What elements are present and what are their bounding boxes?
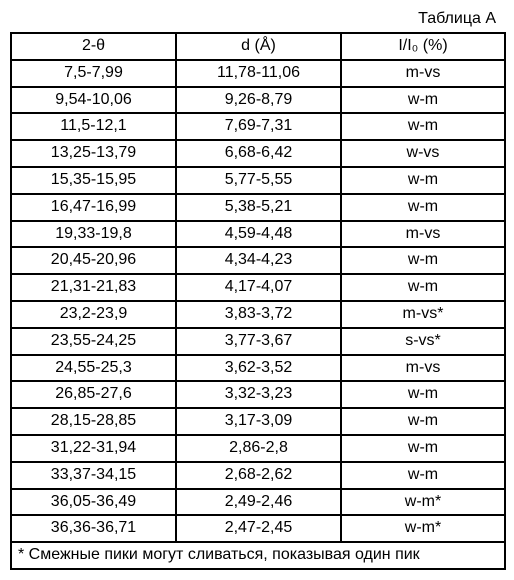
table-cell: 19,33-19,8	[11, 221, 176, 248]
table-cell: 2,47-2,45	[176, 515, 341, 542]
table-cell: w-m	[341, 408, 505, 435]
table-row: 36,36-36,712,47-2,45w-m*	[11, 515, 505, 542]
table-cell: 23,55-24,25	[11, 328, 176, 355]
table-cell: w-m	[341, 381, 505, 408]
table-row: 23,55-24,253,77-3,67s-vs*	[11, 328, 505, 355]
table-cell: 4,34-4,23	[176, 247, 341, 274]
header-intensity: I/I₀ (%)	[341, 33, 505, 60]
table-cell: 16,47-16,99	[11, 194, 176, 221]
table-row: 28,15-28,853,17-3,09w-m	[11, 408, 505, 435]
table-row: 36,05-36,492,49-2,46w-m*	[11, 489, 505, 516]
table-cell: 5,77-5,55	[176, 167, 341, 194]
table-cell: w-m	[341, 113, 505, 140]
table-cell: 3,17-3,09	[176, 408, 341, 435]
table-cell: 5,38-5,21	[176, 194, 341, 221]
table-row: 7,5-7,9911,78-11,06m-vs	[11, 60, 505, 87]
table-cell: w-m	[341, 462, 505, 489]
table-cell: 2,86-2,8	[176, 435, 341, 462]
table-cell: 28,15-28,85	[11, 408, 176, 435]
table-cell: 24,55-25,3	[11, 355, 176, 382]
footnote-row: * Смежные пики могут сливаться, показыва…	[11, 542, 505, 569]
table-row: 21,31-21,834,17-4,07w-m	[11, 274, 505, 301]
header-2theta: 2-θ	[11, 33, 176, 60]
table-cell: 3,32-3,23	[176, 381, 341, 408]
table-cell: 3,77-3,67	[176, 328, 341, 355]
table-cell: w-m	[341, 194, 505, 221]
table-cell: 13,25-13,79	[11, 140, 176, 167]
table-cell: 15,35-15,95	[11, 167, 176, 194]
table-cell: 36,36-36,71	[11, 515, 176, 542]
table-cell: 31,22-31,94	[11, 435, 176, 462]
table-cell: 9,26-8,79	[176, 87, 341, 114]
table-cell: 36,05-36,49	[11, 489, 176, 516]
table-cell: w-vs	[341, 140, 505, 167]
table-row: 16,47-16,995,38-5,21w-m	[11, 194, 505, 221]
table-cell: 23,2-23,9	[11, 301, 176, 328]
table-cell: 20,45-20,96	[11, 247, 176, 274]
table-cell: 3,83-3,72	[176, 301, 341, 328]
table-row: 20,45-20,964,34-4,23w-m	[11, 247, 505, 274]
footnote-cell: * Смежные пики могут сливаться, показыва…	[11, 542, 505, 569]
table-cell: 26,85-27,6	[11, 381, 176, 408]
table-cell: w-m	[341, 247, 505, 274]
table-cell: m-vs	[341, 355, 505, 382]
table-cell: 11,5-12,1	[11, 113, 176, 140]
table-body: 7,5-7,9911,78-11,06m-vs9,54-10,069,26-8,…	[11, 60, 505, 542]
table-row: 26,85-27,63,32-3,23w-m	[11, 381, 505, 408]
table-row: 33,37-34,152,68-2,62w-m	[11, 462, 505, 489]
table-row: 19,33-19,84,59-4,48m-vs	[11, 221, 505, 248]
table-cell: m-vs	[341, 60, 505, 87]
table-row: 13,25-13,796,68-6,42w-vs	[11, 140, 505, 167]
table-row: 9,54-10,069,26-8,79w-m	[11, 87, 505, 114]
table-cell: w-m	[341, 87, 505, 114]
table-cell: 4,59-4,48	[176, 221, 341, 248]
table-cell: 33,37-34,15	[11, 462, 176, 489]
table-cell: 4,17-4,07	[176, 274, 341, 301]
table-cell: 21,31-21,83	[11, 274, 176, 301]
table-row: 24,55-25,33,62-3,52m-vs	[11, 355, 505, 382]
table-cell: w-m	[341, 167, 505, 194]
header-d: d (Å)	[176, 33, 341, 60]
table-row: 11,5-12,17,69-7,31w-m	[11, 113, 505, 140]
table-row: 23,2-23,93,83-3,72m-vs*	[11, 301, 505, 328]
table-cell: w-m*	[341, 515, 505, 542]
table-cell: m-vs*	[341, 301, 505, 328]
data-table: 2-θ d (Å) I/I₀ (%) 7,5-7,9911,78-11,06m-…	[10, 32, 506, 570]
table-cell: m-vs	[341, 221, 505, 248]
table-cell: w-m	[341, 274, 505, 301]
table-row: 31,22-31,942,86-2,8w-m	[11, 435, 505, 462]
table-cell: 2,49-2,46	[176, 489, 341, 516]
table-cell: 11,78-11,06	[176, 60, 341, 87]
table-cell: 3,62-3,52	[176, 355, 341, 382]
table-caption: Таблица А	[10, 10, 504, 28]
table-cell: 7,69-7,31	[176, 113, 341, 140]
table-row: 15,35-15,955,77-5,55w-m	[11, 167, 505, 194]
table-cell: w-m	[341, 435, 505, 462]
table-cell: 9,54-10,06	[11, 87, 176, 114]
table-cell: 6,68-6,42	[176, 140, 341, 167]
table-cell: 7,5-7,99	[11, 60, 176, 87]
header-row: 2-θ d (Å) I/I₀ (%)	[11, 33, 505, 60]
table-cell: 2,68-2,62	[176, 462, 341, 489]
table-cell: s-vs*	[341, 328, 505, 355]
table-cell: w-m*	[341, 489, 505, 516]
